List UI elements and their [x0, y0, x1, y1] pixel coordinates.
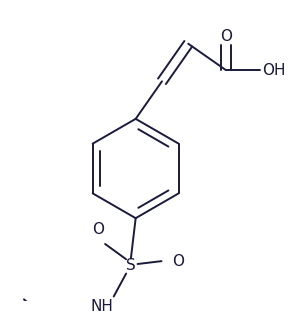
Text: OH: OH: [262, 62, 285, 78]
Text: NH: NH: [91, 299, 114, 314]
Text: O: O: [92, 222, 104, 237]
Text: O: O: [172, 254, 184, 269]
Text: S: S: [126, 258, 136, 273]
Text: O: O: [220, 29, 232, 44]
